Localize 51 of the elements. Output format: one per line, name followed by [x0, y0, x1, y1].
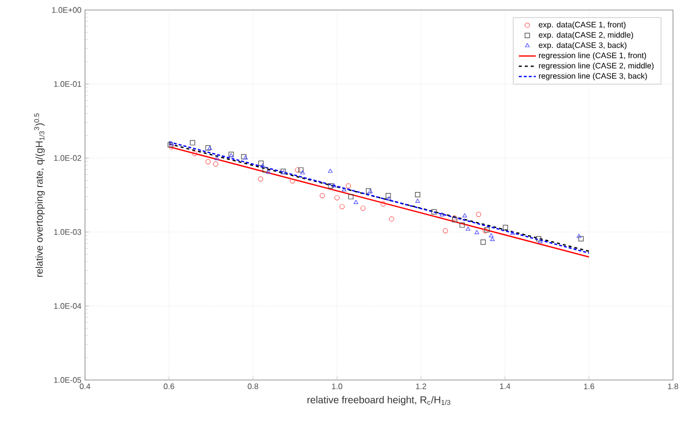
point — [476, 212, 482, 217]
point — [578, 236, 584, 242]
point — [440, 212, 444, 216]
point — [360, 206, 366, 211]
point — [300, 170, 305, 174]
point — [168, 144, 174, 150]
point — [192, 150, 198, 156]
point — [480, 240, 486, 245]
x-axis-title: relative freeboard height, R$_{c}$/H$_{1/3}$ — [308, 396, 450, 406]
point — [332, 183, 336, 188]
point — [348, 194, 354, 200]
point — [328, 183, 334, 188]
point — [214, 156, 220, 160]
point — [490, 236, 495, 242]
point — [415, 192, 420, 198]
point — [502, 224, 508, 230]
point — [190, 140, 196, 146]
point — [258, 160, 264, 166]
point — [339, 204, 345, 210]
point — [510, 230, 515, 235]
point — [298, 167, 304, 173]
point — [462, 213, 467, 218]
point — [386, 193, 391, 198]
point — [536, 236, 542, 242]
point — [576, 234, 582, 238]
point — [386, 196, 392, 200]
point — [328, 168, 333, 173]
point — [346, 183, 351, 188]
point — [213, 161, 218, 167]
point — [260, 163, 265, 168]
point — [442, 228, 448, 234]
point — [460, 222, 465, 228]
point — [389, 216, 394, 222]
y-axis-title: relative overtopping rate, q/(gH$_{1/3}$$^{3}$)$^{0.5}$ — [34, 113, 45, 277]
point — [266, 170, 271, 174]
point — [262, 167, 268, 173]
point — [488, 233, 494, 238]
point — [334, 195, 340, 200]
point — [474, 230, 480, 234]
point — [342, 187, 346, 192]
point — [290, 178, 296, 184]
point — [294, 167, 300, 173]
point — [320, 193, 325, 198]
point — [205, 159, 211, 164]
point — [258, 176, 264, 182]
point — [466, 226, 470, 231]
point — [354, 200, 358, 204]
point — [380, 201, 386, 206]
point — [538, 239, 543, 244]
point — [431, 209, 437, 214]
point — [415, 198, 420, 203]
